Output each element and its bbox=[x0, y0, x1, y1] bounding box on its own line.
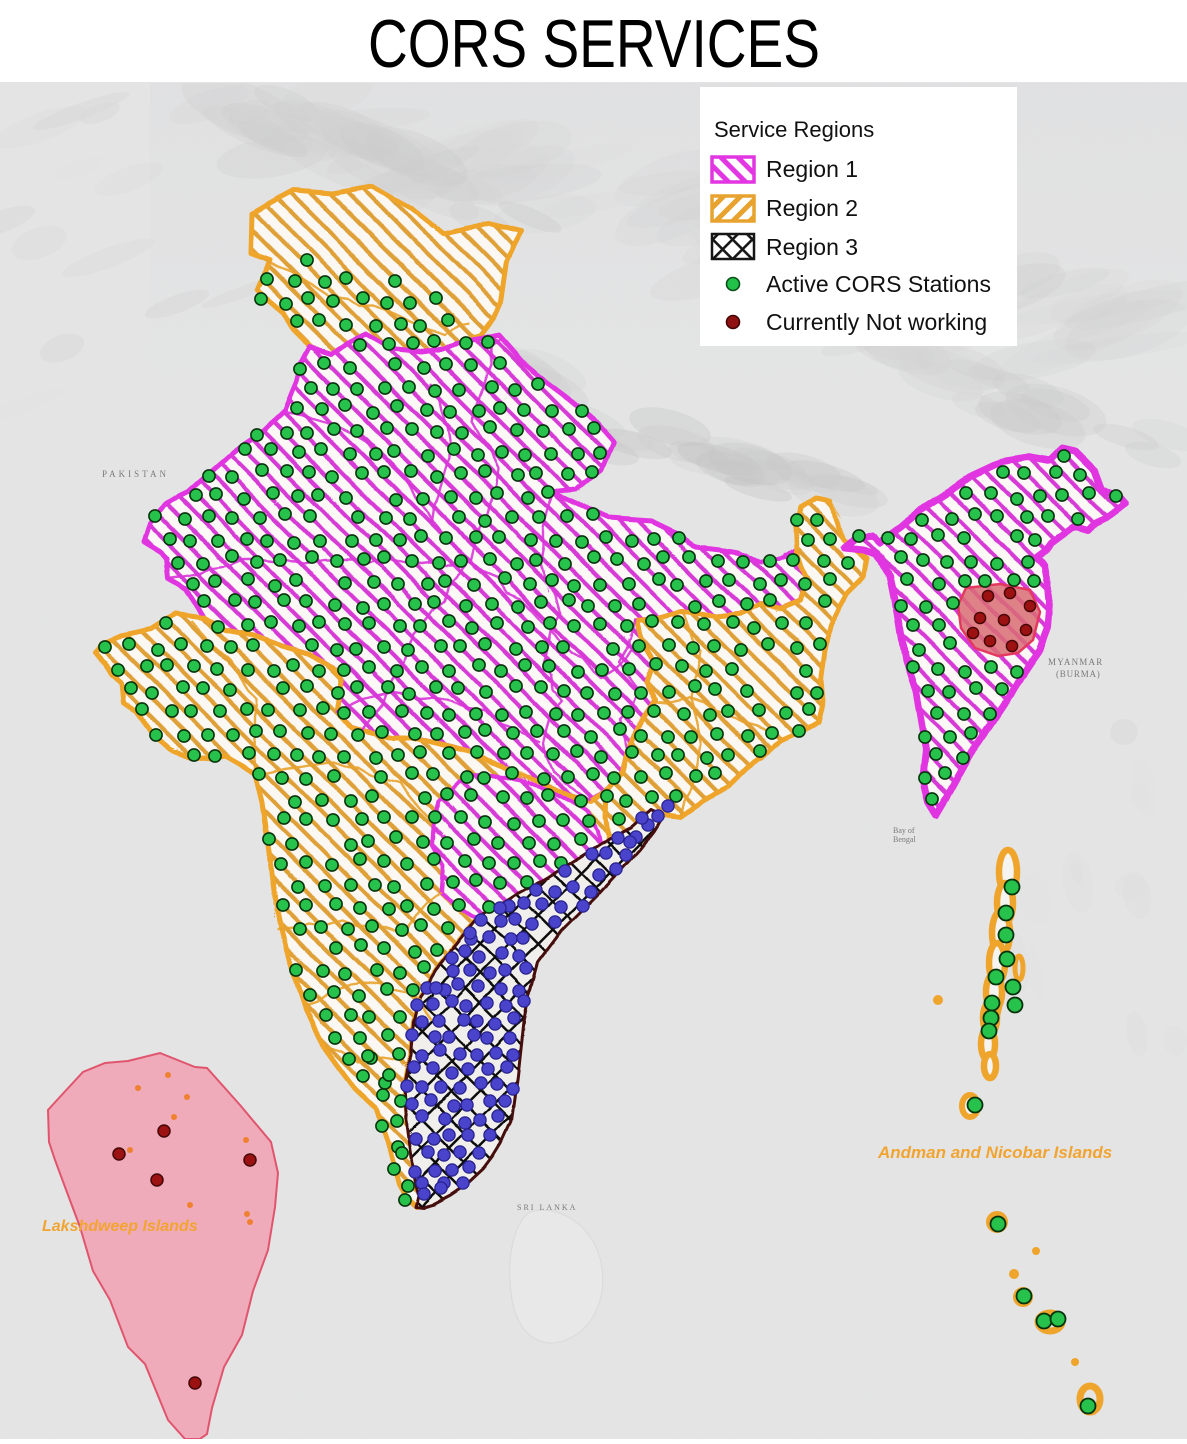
svg-text:Currently Not working: Currently Not working bbox=[766, 309, 987, 335]
svg-text:MYANMAR: MYANMAR bbox=[1048, 657, 1103, 667]
svg-text:Lakshdweep Islands: Lakshdweep Islands bbox=[42, 1218, 198, 1235]
svg-text:(BURMA): (BURMA) bbox=[1056, 669, 1101, 679]
svg-text:PAKISTAN: PAKISTAN bbox=[102, 469, 169, 479]
svg-text:Region 3: Region 3 bbox=[766, 234, 858, 260]
svg-text:Andman and Nicobar Islands: Andman and Nicobar Islands bbox=[877, 1143, 1112, 1162]
svg-text:CORS SERVICES: CORS SERVICES bbox=[368, 6, 820, 82]
svg-text:SRI LANKA: SRI LANKA bbox=[517, 1203, 577, 1212]
svg-text:Service Regions: Service Regions bbox=[714, 117, 874, 142]
svg-text:Region 2: Region 2 bbox=[766, 195, 858, 221]
svg-text:Region 1: Region 1 bbox=[766, 156, 858, 182]
svg-text:Bengal: Bengal bbox=[893, 835, 916, 844]
svg-text:Active CORS Stations: Active CORS Stations bbox=[766, 271, 991, 297]
svg-text:Bay of: Bay of bbox=[893, 826, 915, 835]
